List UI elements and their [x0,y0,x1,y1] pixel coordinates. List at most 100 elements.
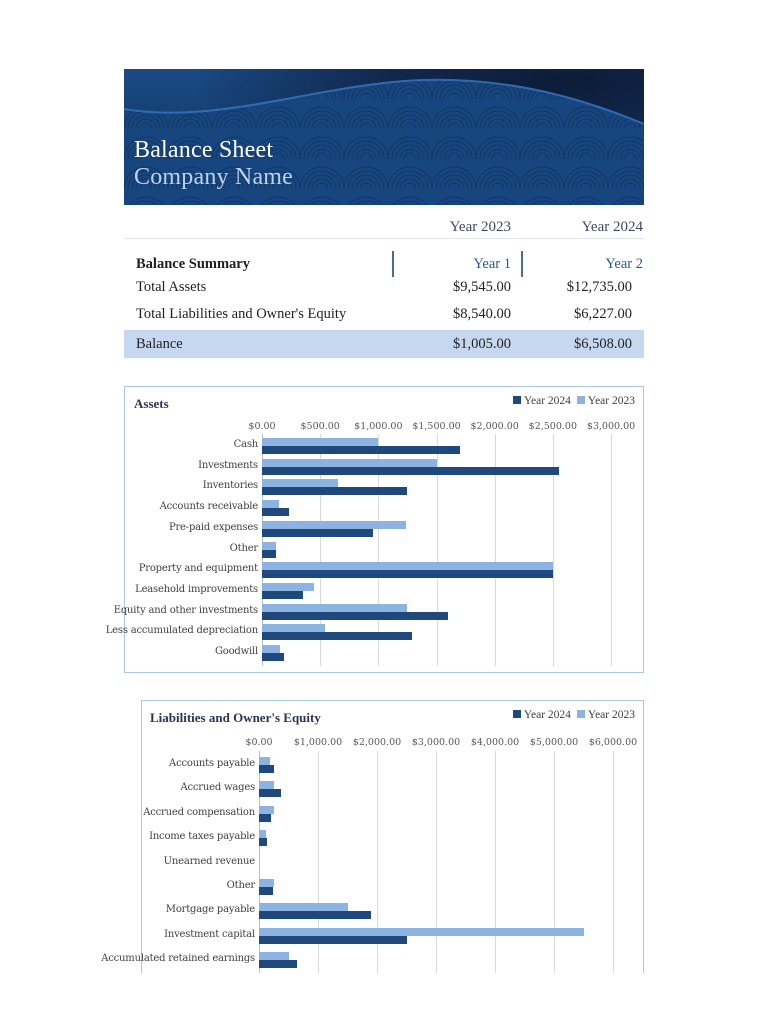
row-value-year2: $6,508.00 [574,336,632,352]
legend-label: Year 2023 [587,709,635,721]
bar-y23[interactable] [262,645,281,653]
x-axis-tick-label: $2,000.00 [470,421,519,432]
category-label: Accounts payable [169,758,255,769]
bar-y23[interactable] [259,757,271,765]
category-label: Inventories [202,480,258,492]
bar-y23[interactable] [262,624,325,633]
legend-swatch-icon [576,710,585,718]
bar-y23[interactable] [262,500,280,509]
bar-y23[interactable] [262,562,553,571]
gridline [377,751,378,976]
legend-label: Year 2023 [587,395,635,407]
legend-swatch-icon [512,710,521,718]
header-banner: Balance Sheet Company Name [124,69,644,205]
chart-legend: Year 2024 Year 2023 [512,395,635,407]
year-header-row: Year 2023 Year 2024 [124,215,644,239]
bar-y24[interactable] [262,549,276,558]
bar-y23[interactable] [259,830,267,839]
x-axis-tick-label: $1,000.00 [293,737,343,748]
category-label: Income taxes payable [149,831,255,843]
category-label: Less accumulated depreciation [105,625,258,637]
row-value-year2: $12,735.00 [566,279,632,295]
bar-y24[interactable] [262,528,373,537]
category-label: Other [229,542,259,554]
bar-y23[interactable] [262,603,408,612]
bar-y24[interactable] [262,570,553,579]
bar-y23[interactable] [262,582,315,591]
bar-y23[interactable] [259,903,348,912]
x-axis-tick-label: $4,000.00 [470,737,520,748]
page-bottom-margin [0,973,768,1024]
summary-header-row: Balance Summary Year 1 Year 2 [124,241,644,277]
bar-y24[interactable] [262,466,559,475]
bar-y24[interactable] [262,590,303,599]
bar-y24[interactable] [262,611,449,620]
bar-y23[interactable] [259,952,289,961]
chart-title: Liabilities and Owner's Equity [150,710,321,725]
bar-y24[interactable] [259,960,298,969]
category-label: Accrued wages [180,782,255,794]
bar-y24[interactable] [262,487,408,496]
x-axis-tick-label: $6,000.00 [588,737,638,748]
assets-chart[interactable]: Assets Year 2024 Year 2023 $0.00 $500.00 $… [106,386,644,673]
x-axis-tick-label: $5,000.00 [529,737,579,748]
liabilities-equity-chart[interactable]: Liabilities and Owner's Equity Year 2024… [101,700,644,990]
gridline [378,434,380,666]
x-axis-tick-label: $1,000.00 [354,421,403,432]
bar-y23[interactable] [259,927,584,936]
category-label: Unearned revenue [163,855,256,867]
bar-y24[interactable] [259,765,274,773]
bar-y23[interactable] [262,458,437,467]
x-axis-tick-label: $500.00 [300,421,340,432]
category-label: Accounts receivable [159,501,259,513]
bar-y24[interactable] [262,508,289,517]
bar-y23[interactable] [259,879,274,887]
category-label: Cash [233,439,259,450]
legend-item-2023: Year 2023 [576,395,635,407]
bar-y24[interactable] [259,838,268,847]
row-label: Total Liabilities and Owner's Equity [136,306,347,322]
bar-y24[interactable] [259,813,271,822]
legend-item-2024: Year 2024 [512,709,571,721]
category-label: Other [226,880,256,891]
bar-y23[interactable] [262,479,338,488]
row-value-year1: $1,005.00 [453,336,511,352]
balance-summary-table: Year 2023 Year 2024 Balance Summary Year… [124,215,644,358]
bar-y23[interactable] [259,781,274,790]
legend-item-2024: Year 2024 [512,395,571,407]
category-label: Accrued compensation [143,806,255,818]
bar-y24[interactable] [262,446,460,454]
chart-legend: Year 2024 Year 2023 [512,709,635,721]
bar-y23[interactable] [262,541,276,550]
bar-y23[interactable] [262,438,379,446]
legend-swatch-icon [512,396,521,404]
bar-y23[interactable] [262,520,407,529]
gridline [259,751,260,976]
row-value-year1: $9,545.00 [453,279,511,295]
bar-y24[interactable] [259,789,281,798]
bar-y24[interactable] [259,887,273,895]
bar-y24[interactable] [259,911,372,920]
category-label: Property and equipment [138,563,258,575]
document-title: Balance Sheet [134,137,274,163]
legend-label: Year 2024 [523,709,571,721]
gridline [436,434,438,666]
row-label: Balance [136,336,183,352]
x-axis-tick-label: $0.00 [245,737,273,748]
category-label: Mortgage payable [165,904,255,916]
bar-y23[interactable] [259,805,274,814]
wave-pattern-decoration [124,78,644,205]
x-axis-tick-label: $1,500.00 [412,421,461,432]
gridline [613,751,614,976]
bar-y24[interactable] [262,632,413,641]
category-label: Investments [198,459,258,471]
table-row-total-liabilities: Total Liabilities and Owner's Equity $8,… [124,301,644,328]
bar-y24[interactable] [259,935,407,944]
x-axis-tick-label: $2,000.00 [352,737,402,748]
x-axis-tick-label: $0.00 [248,421,276,432]
gridline [436,751,437,976]
category-label: Accumulated retained earnings [101,953,255,965]
bar-y24[interactable] [262,653,285,661]
chart-title: Assets [134,396,169,411]
row-value-year1: $8,540.00 [453,306,511,322]
